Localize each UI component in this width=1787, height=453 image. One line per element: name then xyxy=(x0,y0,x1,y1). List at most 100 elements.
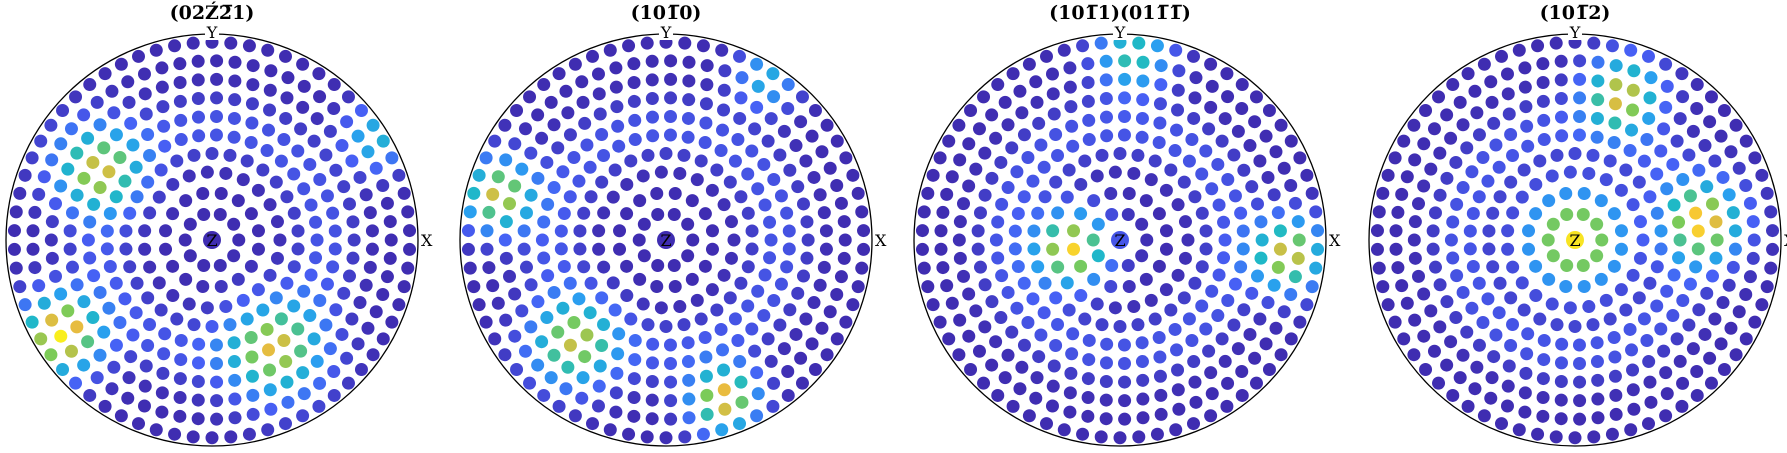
pole-point xyxy=(124,350,138,364)
pole-point xyxy=(761,332,775,346)
pole-point xyxy=(748,344,762,358)
pole-point xyxy=(158,139,172,153)
pole-point xyxy=(774,277,788,291)
pole-point xyxy=(369,305,383,319)
pole-point xyxy=(118,292,132,306)
pole-point xyxy=(361,145,375,159)
pole-point xyxy=(962,137,976,151)
pole-point xyxy=(622,427,636,441)
pole-point xyxy=(479,151,493,165)
pole-point xyxy=(1249,90,1263,104)
pole-point xyxy=(750,57,764,71)
pole-point xyxy=(279,355,293,369)
pole-point xyxy=(1095,148,1109,162)
pole-point xyxy=(1231,342,1245,356)
pole-point xyxy=(1127,166,1141,180)
pole-point xyxy=(1746,215,1760,229)
pole-point xyxy=(236,173,250,187)
pole-point xyxy=(114,57,128,71)
pole-point xyxy=(313,376,327,390)
pole-point xyxy=(791,286,805,300)
pole-point xyxy=(663,128,677,142)
pole-point xyxy=(808,363,822,377)
pole-point xyxy=(256,163,270,177)
pole-point xyxy=(210,357,224,371)
pole-point xyxy=(734,276,748,290)
pole-point xyxy=(761,134,775,148)
pole-point xyxy=(1708,154,1722,168)
pole-point xyxy=(1476,315,1490,329)
pole-point xyxy=(63,224,77,238)
pole-point xyxy=(1573,394,1587,408)
pole-point xyxy=(991,251,1005,265)
pole-point xyxy=(1709,251,1723,265)
pole-point xyxy=(491,170,505,184)
pole-point xyxy=(45,215,59,229)
pole-point xyxy=(1502,107,1516,121)
pole-point xyxy=(1537,353,1551,367)
pole-point xyxy=(64,344,78,358)
pole-point xyxy=(820,118,834,132)
pole-point xyxy=(1504,291,1518,305)
pole-point xyxy=(685,194,699,208)
pole-point xyxy=(1746,251,1760,265)
pole-point xyxy=(685,272,699,286)
pole-point xyxy=(1081,57,1095,71)
pole-point xyxy=(503,197,516,211)
pole-point xyxy=(650,187,664,201)
pole-point xyxy=(731,334,745,348)
pole-point xyxy=(1153,369,1167,383)
pole-point xyxy=(612,139,626,153)
pole-point xyxy=(1728,224,1742,238)
pole-point xyxy=(1675,67,1689,81)
pole-point xyxy=(228,55,242,69)
pole-point xyxy=(345,154,359,168)
pole-point xyxy=(376,179,390,192)
pole-point xyxy=(554,224,568,238)
pole-point xyxy=(1716,296,1730,310)
pole-point xyxy=(628,353,642,367)
pole-point xyxy=(1633,251,1647,265)
pole-point xyxy=(132,49,145,63)
pole-point xyxy=(97,325,111,339)
pole-point xyxy=(1689,206,1703,220)
pole-point xyxy=(1520,347,1534,361)
pole-point xyxy=(354,363,368,377)
pole-point xyxy=(563,190,577,204)
pole-point xyxy=(1672,251,1686,265)
pole-point xyxy=(593,359,607,373)
pole-point xyxy=(366,348,380,362)
pole-point xyxy=(1135,336,1149,350)
pole-point xyxy=(1472,276,1486,290)
pole-point xyxy=(1484,75,1498,89)
pole-point xyxy=(1676,90,1690,104)
pole-point xyxy=(182,169,196,183)
pole-point xyxy=(1066,139,1080,153)
pole-point xyxy=(855,205,869,219)
pole-point xyxy=(154,163,168,177)
pole-point xyxy=(329,163,343,177)
pole-point xyxy=(698,136,712,150)
pole-point xyxy=(7,242,21,256)
pole-point xyxy=(690,293,704,307)
pole-point xyxy=(81,233,95,247)
pole-point xyxy=(277,334,291,348)
pole-point xyxy=(953,313,967,327)
pole-point xyxy=(977,90,991,104)
pole-point xyxy=(717,198,731,212)
pole-point xyxy=(1626,383,1640,397)
pole-point xyxy=(1037,160,1051,174)
pole-point xyxy=(277,132,291,146)
pole-point xyxy=(294,122,308,136)
pole-point xyxy=(1185,132,1199,146)
pole-point xyxy=(307,332,321,346)
pole-point xyxy=(508,329,522,343)
pole-point xyxy=(663,338,677,352)
pole-point xyxy=(1135,111,1149,125)
pole-point xyxy=(1626,83,1640,97)
pole-point xyxy=(936,205,950,219)
pole-point xyxy=(279,49,292,63)
pole-point xyxy=(1554,412,1568,426)
pole-point xyxy=(531,295,545,309)
pole-point xyxy=(627,76,641,90)
